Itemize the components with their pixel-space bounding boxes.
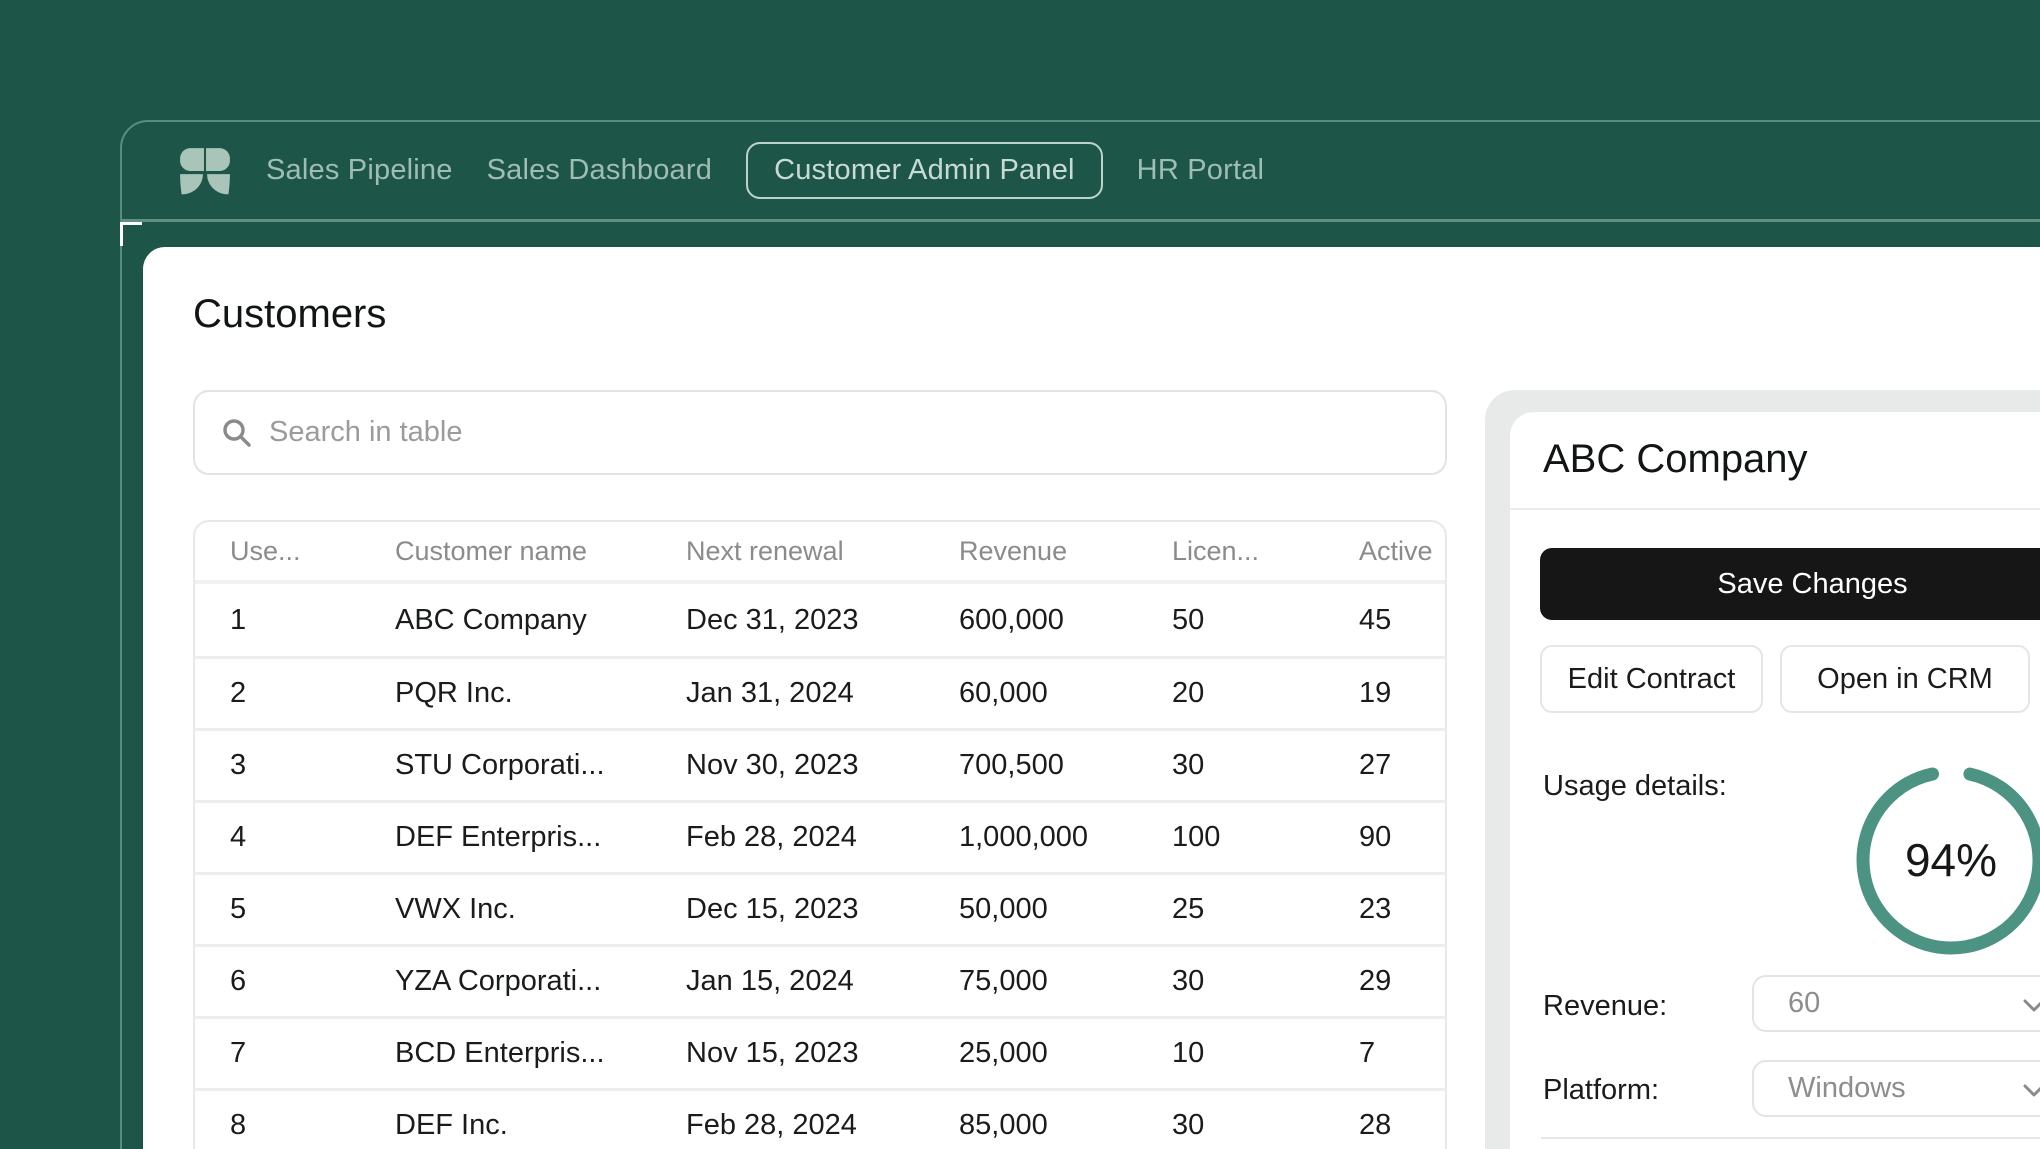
cell-revenue: 60,000: [959, 677, 1048, 709]
customers-table: Use... Customer name Next renewal Revenu…: [193, 520, 1447, 1149]
save-changes-button[interactable]: Save Changes: [1540, 548, 2040, 620]
page-title: Customers: [193, 292, 387, 336]
window-frame: [120, 120, 2040, 1149]
revenue-dropdown[interactable]: 60: [1752, 975, 2040, 1032]
table-row[interactable]: 1 ABC Company Dec 31, 2023 600,000 50 45: [195, 584, 1445, 656]
cell-customer: BCD Enterpris...: [395, 1037, 605, 1069]
cell-renewal: Nov 15, 2023: [686, 1037, 859, 1069]
cell-id: 1: [230, 603, 247, 636]
cell-revenue: 50,000: [959, 893, 1048, 925]
search-icon: [223, 418, 251, 447]
cell-id: 3: [230, 749, 247, 781]
cell-customer: DEF Enterpris...: [395, 821, 602, 853]
table-row[interactable]: 2 PQR Inc. Jan 31, 2024 60,000 20 19: [195, 656, 1445, 728]
cell-licenses: 50: [1172, 603, 1205, 636]
col-header-active[interactable]: Active: [1359, 535, 1433, 566]
content-corner-highlight: [120, 222, 142, 246]
cell-customer: PQR Inc.: [395, 677, 513, 709]
usage-percent-value: 94%: [1904, 834, 1998, 886]
cell-renewal: Dec 15, 2023: [686, 893, 859, 925]
cell-id: 2: [230, 677, 247, 709]
divider: [1541, 1137, 2040, 1139]
cell-licenses: 10: [1172, 1037, 1205, 1069]
cell-licenses: 30: [1172, 965, 1205, 997]
cell-customer: ABC Company: [395, 603, 587, 636]
nav-item-hr-portal[interactable]: HR Portal: [1136, 154, 1265, 186]
cell-id: 7: [230, 1037, 247, 1069]
col-header-licenses[interactable]: Licen...: [1172, 535, 1260, 566]
cell-active: 28: [1359, 1109, 1392, 1141]
col-header-revenue[interactable]: Revenue: [959, 535, 1068, 566]
cell-active: 27: [1359, 749, 1392, 781]
cell-revenue: 1,000,000: [959, 821, 1089, 853]
cell-active: 90: [1359, 821, 1392, 853]
cell-customer: STU Corporati...: [395, 749, 605, 781]
cell-customer: VWX Inc.: [395, 893, 516, 925]
cell-revenue: 75,000: [959, 965, 1048, 997]
table-row[interactable]: 5 VWX Inc. Dec 15, 2023 50,000 25 23: [195, 872, 1445, 944]
cell-revenue: 700,500: [959, 749, 1064, 781]
cell-licenses: 30: [1172, 1109, 1205, 1141]
cell-renewal: Jan 15, 2024: [686, 965, 854, 997]
col-header-customer[interactable]: Customer name: [395, 535, 588, 566]
divider: [1510, 508, 2040, 510]
chevron-down-icon: [2023, 999, 2040, 1012]
cell-customer: YZA Corporati...: [395, 965, 602, 997]
search-input[interactable]: Search in table: [193, 390, 1447, 475]
cell-licenses: 25: [1172, 893, 1205, 925]
nav-item-customer-admin-panel[interactable]: Customer Admin Panel: [746, 142, 1103, 199]
cell-active: 23: [1359, 893, 1392, 925]
platform-dropdown-value: Windows: [1788, 1072, 1906, 1104]
cell-licenses: 30: [1172, 749, 1205, 781]
col-header-renewal[interactable]: Next renewal: [686, 535, 844, 566]
table-row[interactable]: 8 DEF Inc. Feb 28, 2024 85,000 30 28: [195, 1088, 1445, 1149]
revenue-label: Revenue:: [1543, 990, 1668, 1022]
table-row[interactable]: 3 STU Corporati... Nov 30, 2023 700,500 …: [195, 728, 1445, 800]
cell-licenses: 20: [1172, 677, 1205, 709]
usage-progress-ring: [1856, 765, 2040, 955]
edit-contract-button[interactable]: Edit Contract: [1540, 645, 1763, 713]
col-header-userid[interactable]: Use...: [230, 535, 301, 566]
detail-panel-card: ABC Company Save Changes Edit Contract O…: [1510, 412, 2040, 1149]
table-row[interactable]: 7 BCD Enterpris... Nov 15, 2023 25,000 1…: [195, 1016, 1445, 1088]
search-placeholder: Search in table: [269, 416, 463, 448]
table-row[interactable]: 6 YZA Corporati... Jan 15, 2024 75,000 3…: [195, 944, 1445, 1016]
nav-item-sales-dashboard[interactable]: Sales Dashboard: [486, 154, 713, 186]
cell-active: 29: [1359, 965, 1392, 997]
detail-panel-title: ABC Company: [1543, 437, 1808, 481]
cell-revenue: 25,000: [959, 1037, 1048, 1069]
cell-renewal: Dec 31, 2023: [686, 603, 859, 636]
cell-renewal: Jan 31, 2024: [686, 677, 854, 709]
open-in-crm-button[interactable]: Open in CRM: [1780, 645, 2030, 713]
cell-active: 19: [1359, 677, 1392, 709]
cell-id: 6: [230, 965, 247, 997]
cell-renewal: Feb 28, 2024: [686, 821, 857, 853]
table-row[interactable]: 4 DEF Enterpris... Feb 28, 2024 1,000,00…: [195, 800, 1445, 872]
bloom-logo-icon: [180, 147, 230, 194]
platform-dropdown[interactable]: Windows: [1752, 1060, 2040, 1117]
cell-renewal: Nov 30, 2023: [686, 749, 859, 781]
cell-active: 7: [1359, 1037, 1376, 1069]
cell-id: 8: [230, 1109, 247, 1141]
cell-id: 4: [230, 821, 247, 853]
cell-active: 45: [1359, 603, 1392, 636]
cell-id: 5: [230, 893, 247, 925]
top-nav: Sales Pipeline Sales Dashboard Customer …: [122, 122, 2040, 222]
table-header-row: Use... Customer name Next renewal Revenu…: [195, 522, 1445, 584]
cell-customer: DEF Inc.: [395, 1109, 508, 1141]
cell-renewal: Feb 28, 2024: [686, 1109, 857, 1141]
usage-details-label: Usage details:: [1543, 770, 1727, 802]
cell-licenses: 100: [1172, 821, 1221, 853]
cell-revenue: 600,000: [959, 603, 1064, 636]
chevron-down-icon: [2023, 1084, 2040, 1097]
nav-item-sales-pipeline[interactable]: Sales Pipeline: [266, 154, 453, 186]
platform-label: Platform:: [1543, 1074, 1660, 1106]
revenue-dropdown-value: 60: [1788, 987, 1821, 1019]
cell-revenue: 85,000: [959, 1109, 1048, 1141]
